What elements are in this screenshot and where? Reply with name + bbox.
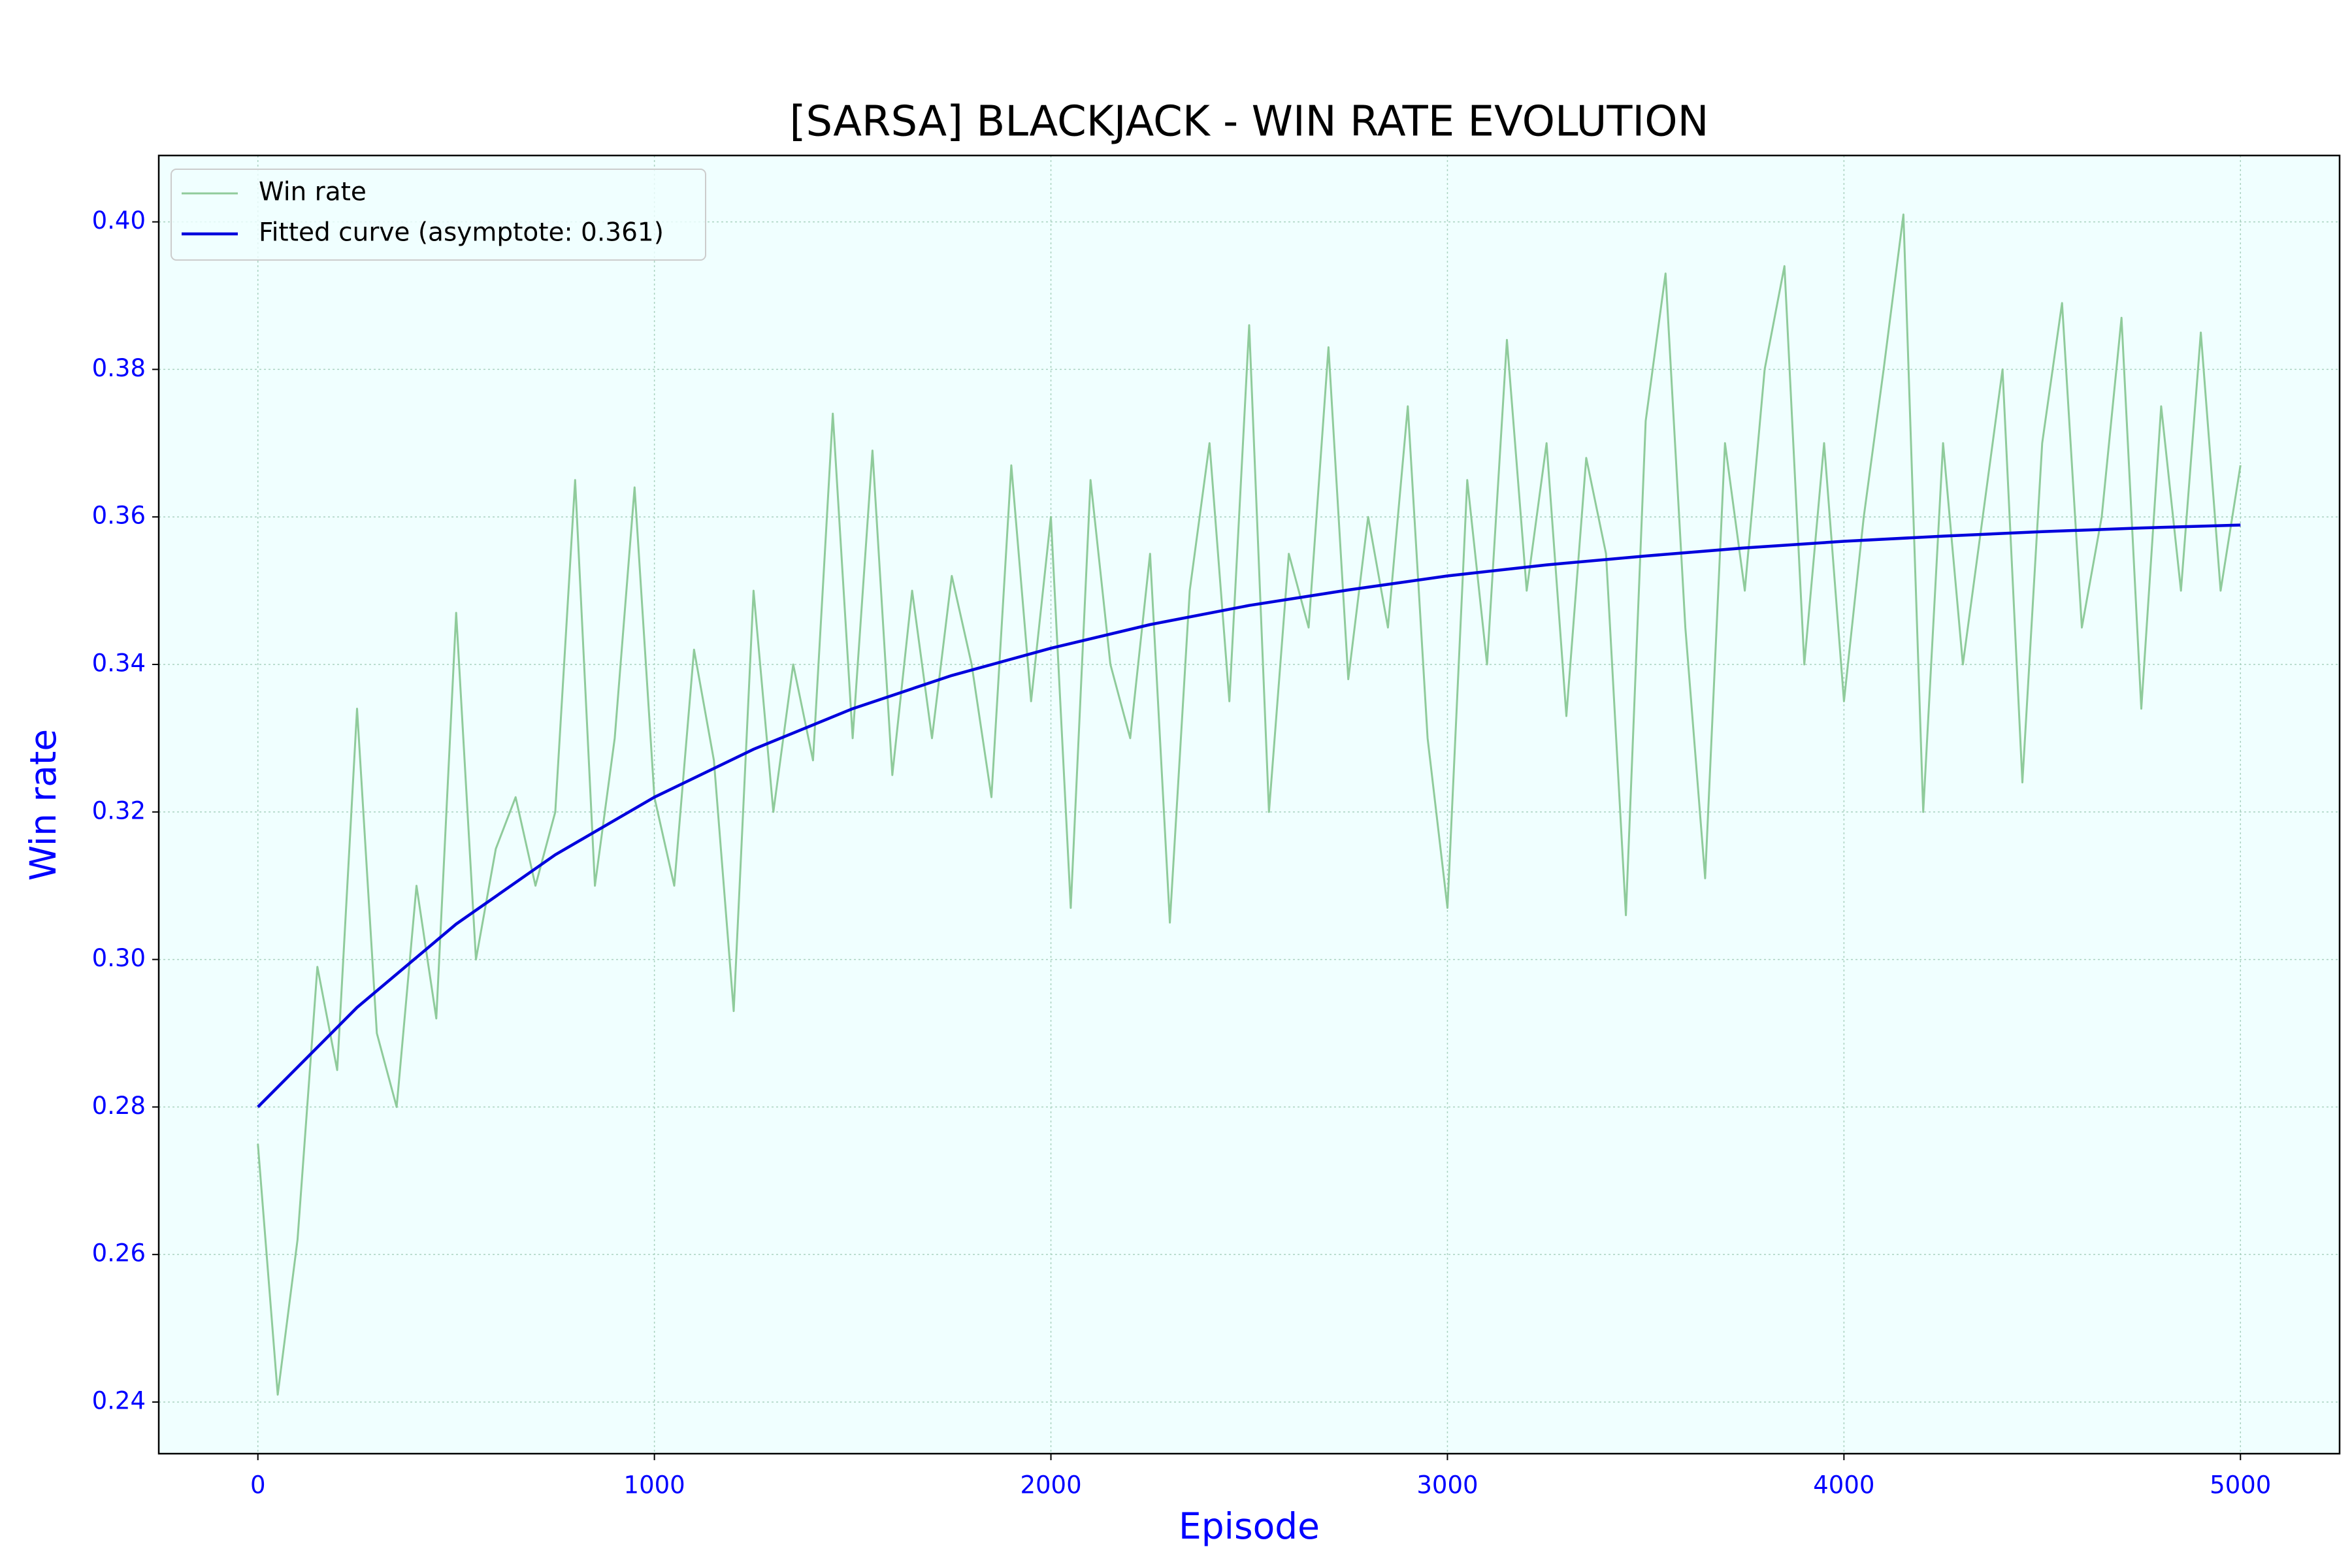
x-tick-label: 5000 (2210, 1471, 2271, 1499)
y-tick-label: 0.28 (92, 1092, 146, 1120)
x-tick-label: 1000 (624, 1471, 685, 1499)
legend-box (171, 169, 706, 261)
x-axis-label: Episode (1179, 1505, 1320, 1547)
x-tick-label: 2000 (1020, 1471, 1081, 1499)
plot-frame (157, 154, 2341, 1455)
y-tick-label: 0.26 (92, 1239, 146, 1267)
y-tick-label: 0.34 (92, 649, 146, 677)
series-line (257, 523, 2241, 1108)
x-tick-label: 0 (250, 1471, 266, 1499)
series-line (257, 213, 2242, 1396)
legend-label: Win rate (259, 178, 367, 207)
y-tick-label: 0.40 (92, 206, 146, 235)
x-tick-label: 3000 (1416, 1471, 1478, 1499)
y-tick-label: 0.30 (92, 944, 146, 972)
plot-area (159, 155, 2340, 1454)
legend-label: Fitted curve (asymptote: 0.361) (259, 218, 664, 248)
x-tick-label: 4000 (1813, 1471, 1874, 1499)
y-tick-label: 0.32 (92, 796, 146, 825)
chart-title: [SARSA] BLACKJACK - WIN RATE EVOLUTION (789, 98, 1708, 146)
y-tick-label: 0.24 (92, 1386, 146, 1414)
y-tick-label: 0.38 (92, 354, 146, 382)
y-axis-label: Win rate (22, 729, 64, 881)
y-tick-label: 0.36 (92, 502, 146, 530)
